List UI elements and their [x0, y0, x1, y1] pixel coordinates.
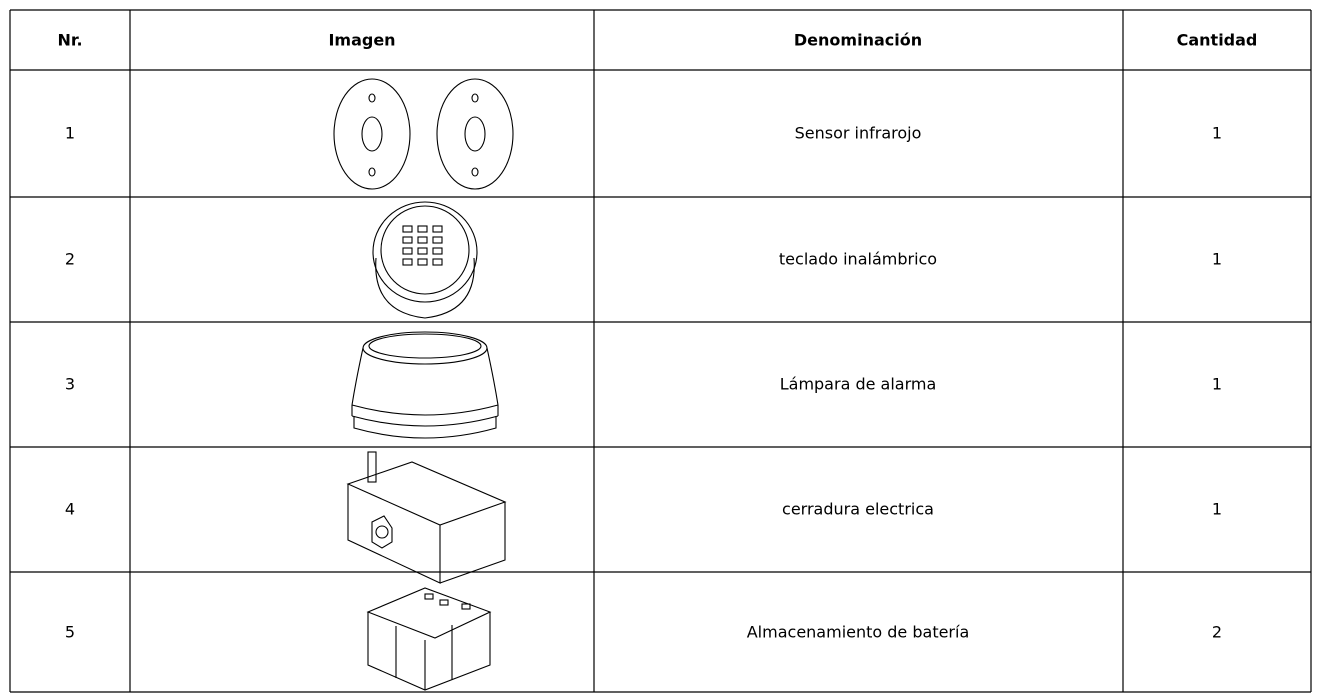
line-art [351, 415, 499, 427]
item-quantity: 1 [1212, 250, 1222, 269]
line-art [471, 167, 479, 177]
line-art [362, 331, 488, 365]
header-cell: Denominación [794, 31, 922, 50]
line-art [380, 205, 470, 295]
lock-image [346, 451, 507, 584]
line-art [417, 247, 428, 255]
battery-image [366, 587, 492, 691]
table-grid [9, 9, 1312, 693]
line-art [424, 593, 434, 600]
line-art [368, 167, 376, 177]
item-quantity: 1 [1212, 375, 1222, 394]
line-art [461, 603, 471, 610]
line-art [375, 257, 475, 319]
row-number: 5 [65, 623, 75, 642]
line-art [402, 236, 413, 244]
item-quantity: 2 [1212, 623, 1222, 642]
header-cell: Nr. [57, 31, 82, 50]
item-name: teclado inalámbrico [779, 250, 937, 269]
line-art [368, 333, 482, 359]
line-art [372, 201, 478, 303]
line-art [395, 625, 453, 690]
item-quantity: 1 [1212, 124, 1222, 143]
line-art [402, 247, 413, 255]
line-art [351, 347, 499, 406]
line-art [439, 502, 506, 584]
line-art [346, 461, 507, 526]
row-number: 3 [65, 375, 75, 394]
item-name: cerradura electrica [782, 500, 934, 519]
line-art [347, 484, 441, 584]
line-art [361, 116, 383, 152]
header-cell: Imagen [328, 31, 395, 50]
line-art [436, 78, 514, 190]
sensor-image [333, 78, 514, 190]
line-art [375, 525, 389, 539]
header-cell: Cantidad [1177, 31, 1258, 50]
line-art [371, 515, 393, 549]
line-art [464, 116, 486, 152]
line-art [333, 78, 411, 190]
line-art [432, 225, 443, 233]
item-name: Almacenamiento de batería [747, 623, 970, 642]
line-art [417, 258, 428, 266]
keypad-image [372, 201, 478, 319]
line-art [351, 404, 499, 416]
row-number: 4 [65, 500, 75, 519]
line-art [351, 405, 499, 416]
line-art [402, 258, 413, 266]
line-art [368, 93, 376, 103]
line-art [432, 258, 443, 266]
line-art [432, 247, 443, 255]
line-art [439, 599, 449, 606]
line-art [471, 93, 479, 103]
line-art [353, 416, 497, 439]
item-quantity: 1 [1212, 500, 1222, 519]
line-art [417, 236, 428, 244]
line-art [367, 451, 377, 483]
line-art [366, 587, 492, 639]
item-name: Sensor infrarojo [795, 124, 922, 143]
row-number: 2 [65, 250, 75, 269]
line-art [432, 236, 443, 244]
line-art [367, 612, 491, 691]
item-name: Lámpara de alarma [780, 375, 937, 394]
lamp-image [351, 331, 499, 439]
line-art [417, 225, 428, 233]
row-number: 1 [65, 124, 75, 143]
line-art [402, 225, 413, 233]
